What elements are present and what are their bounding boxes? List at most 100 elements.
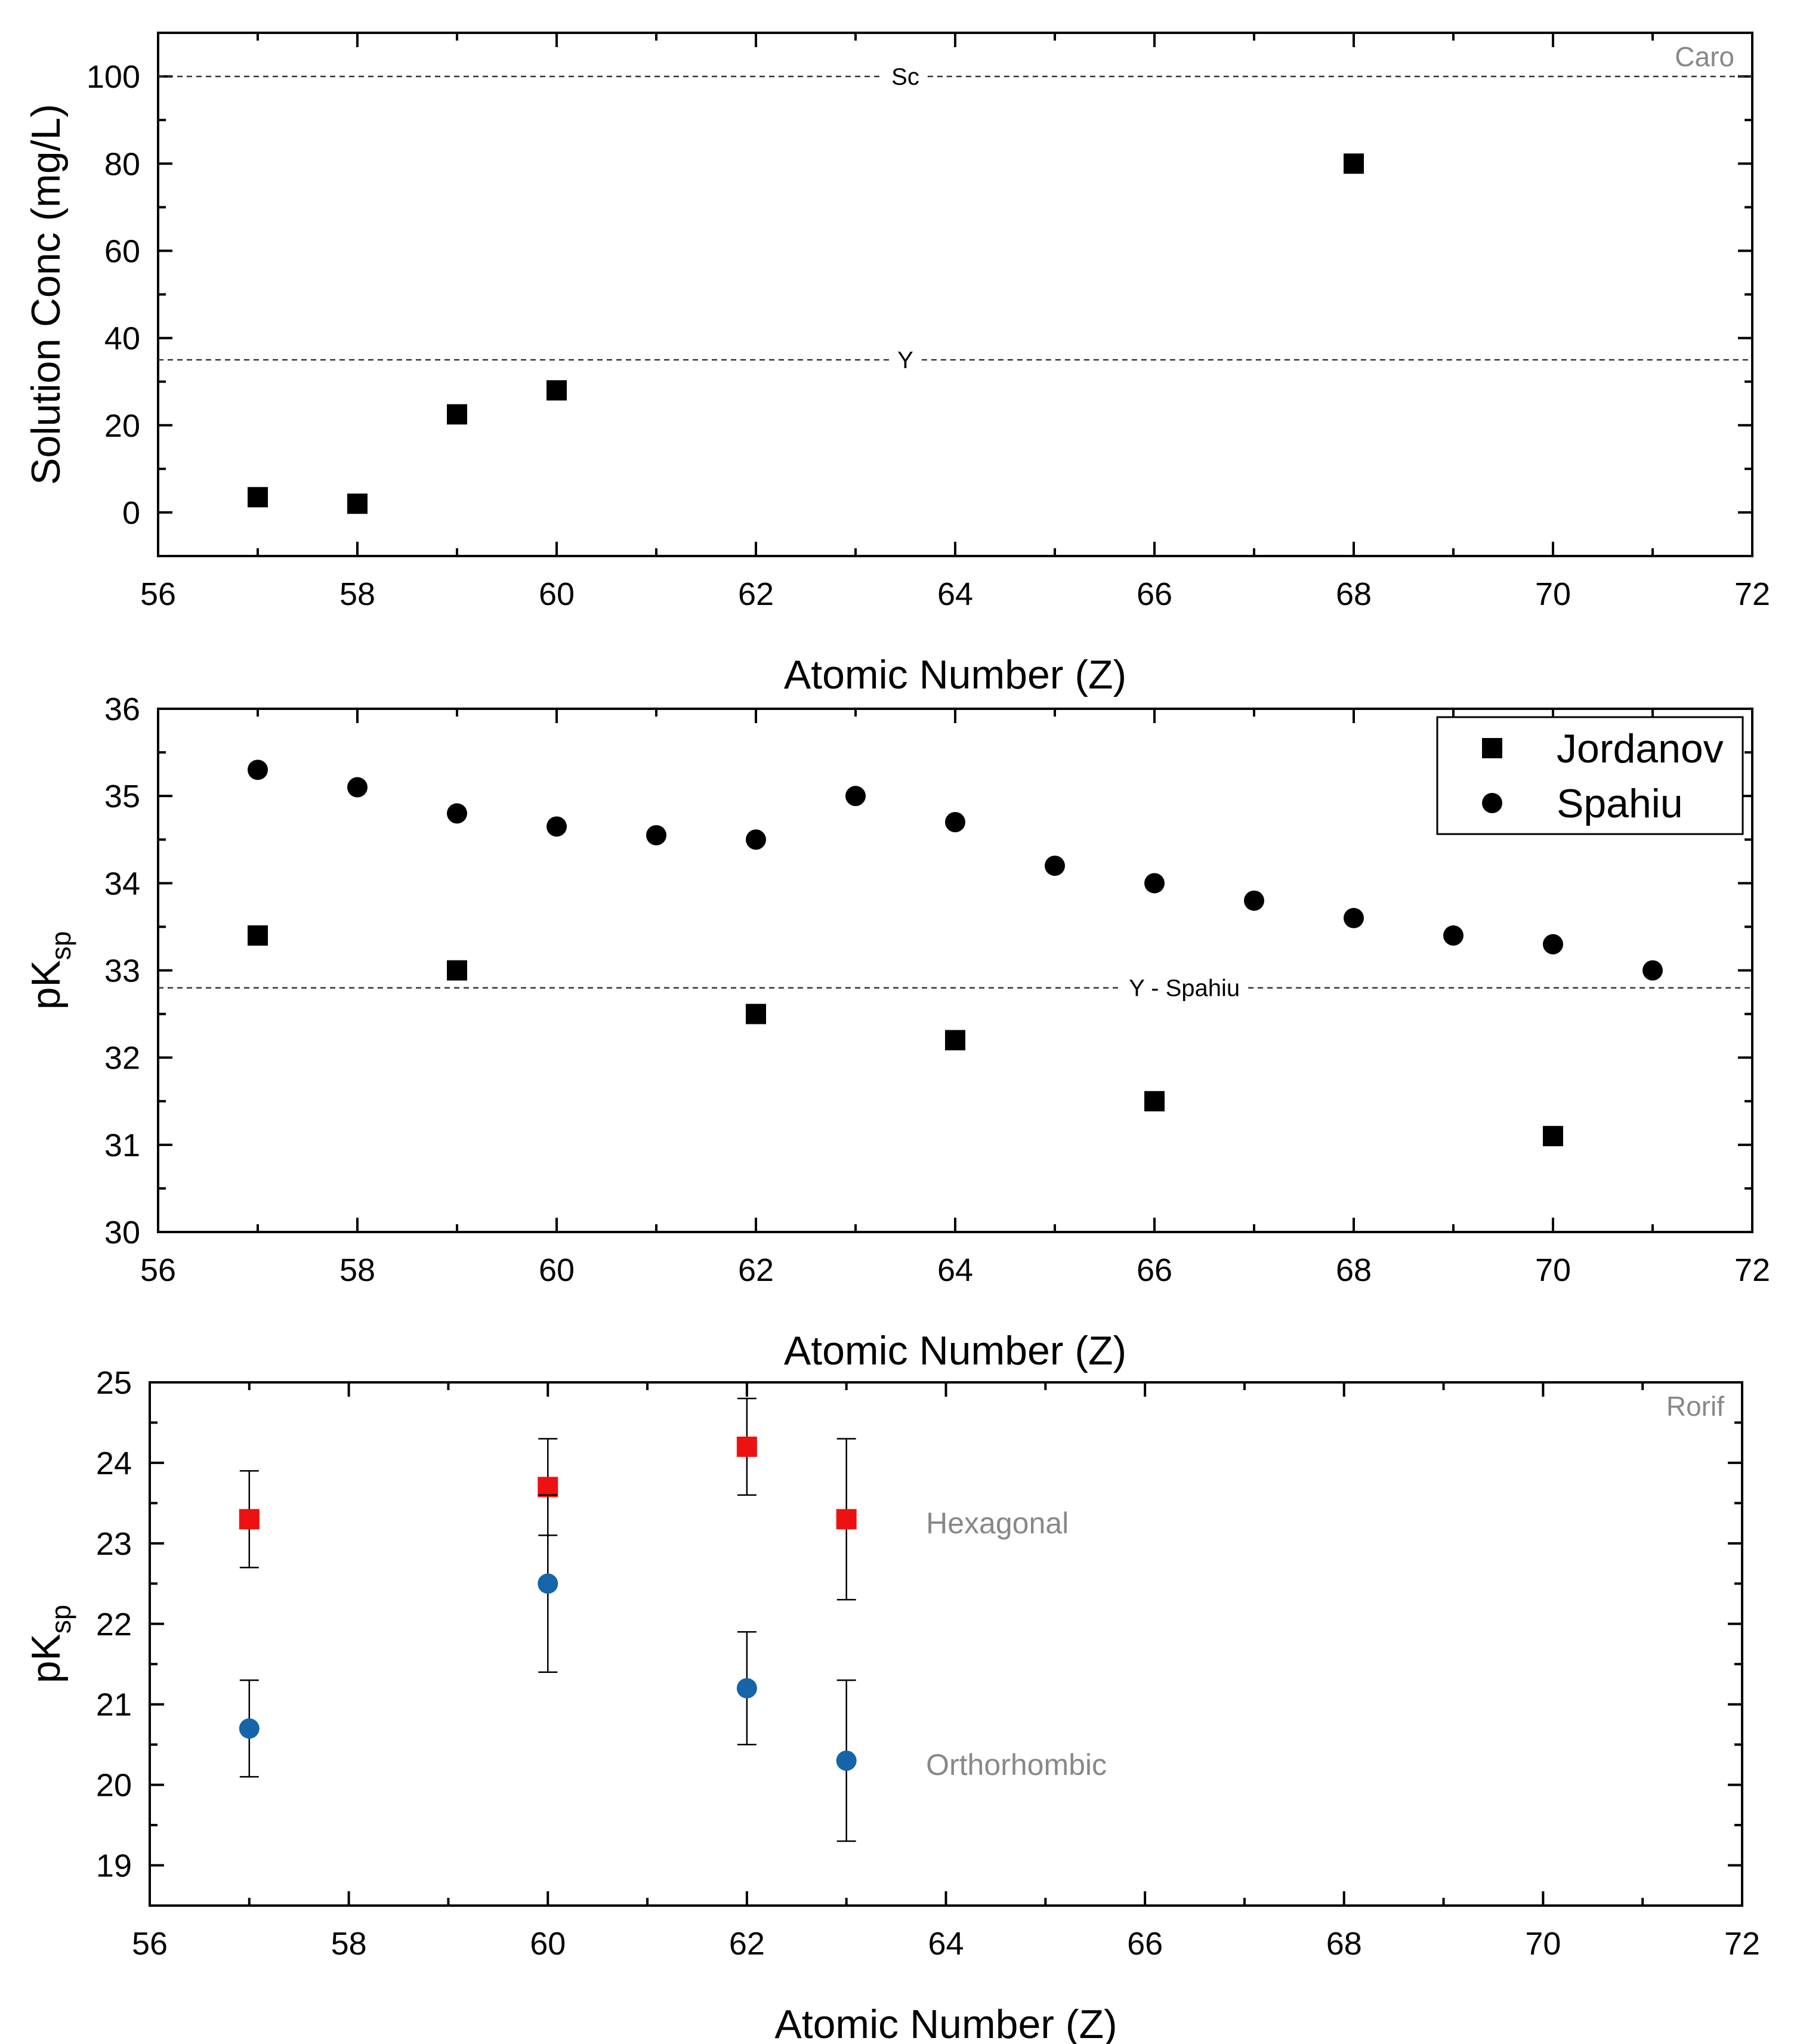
data-point-circle (347, 777, 368, 798)
y-tick-label: 30 (104, 1215, 140, 1251)
data-point-circle (736, 1678, 757, 1699)
legend-label: Jordanov (1557, 726, 1724, 771)
panel-pksp-hexagonal-orthorhombic: 56 58 60 62 64 66 68 70 72 19 20 21 22 23 24 25 Atomic N… (23, 1365, 1760, 2044)
x-tick-label: 72 (1734, 1252, 1770, 1288)
data-point-circle (646, 825, 666, 845)
y-axis-title: pKsp (23, 931, 76, 1010)
data-point-square (347, 493, 368, 514)
legend: Jordanov Spahiu (1436, 716, 1744, 835)
y-tick-label: 25 (96, 1365, 132, 1401)
y-tick-label: 22 (96, 1607, 132, 1642)
y-tick-label: 32 (104, 1040, 140, 1076)
x-tick-label: 64 (937, 576, 973, 612)
data-point-circle (547, 816, 567, 837)
x-tick-label: 58 (331, 1926, 367, 1962)
data-point-square (1144, 1091, 1165, 1111)
x-tick-label: 66 (1127, 1926, 1163, 1962)
data-point-square (248, 487, 268, 508)
x-tick-label: 62 (738, 1252, 774, 1288)
x-tick-label: 70 (1525, 1926, 1561, 1962)
x-axis-title: Atomic Number (Z) (784, 652, 1126, 697)
data-point-square (538, 1477, 558, 1498)
data-point-circle (836, 1750, 857, 1771)
data-point-circle (1443, 925, 1464, 946)
data-point-square (736, 1436, 757, 1457)
x-tick-label: 70 (1535, 576, 1571, 612)
data-point-circle (1543, 934, 1563, 955)
y-tick-label: 20 (104, 408, 140, 444)
data-point-circle (248, 759, 268, 780)
data-point-circle (538, 1573, 558, 1594)
series-annotation: Hexagonal (926, 1506, 1069, 1540)
data-point-square (1543, 1126, 1563, 1147)
y-axis-title: pKsp (23, 1605, 76, 1684)
legend-marker-circle (1482, 793, 1502, 813)
data-point-square (447, 404, 467, 425)
x-tick-label: 56 (140, 576, 176, 612)
y-tick-label: 40 (104, 321, 140, 357)
data-point-circle (239, 1718, 260, 1739)
legend-box (1436, 716, 1744, 835)
x-tick-label: 66 (1137, 1252, 1172, 1288)
x-axis-title: Atomic Number (Z) (784, 1328, 1126, 1373)
x-tick-label: 64 (928, 1926, 964, 1962)
plot-frame (149, 1381, 1743, 1907)
x-tick-label: 56 (132, 1926, 168, 1962)
corner-note: Rorif (1666, 1391, 1724, 1422)
panel-solution-concentration: 56 58 60 62 64 66 68 70 72 0 20 40 60 80 100 Atomic Num… (23, 32, 1770, 697)
y-tick-label: 31 (104, 1128, 140, 1163)
data-point-square (836, 1509, 857, 1530)
x-tick-label: 72 (1724, 1926, 1760, 1962)
x-tick-label: 64 (937, 1252, 973, 1288)
x-tick-label: 58 (339, 1252, 375, 1288)
y-tick-label: 33 (104, 953, 140, 989)
data-point-circle (746, 829, 766, 850)
data-point-square (447, 960, 467, 981)
x-tick-label: 62 (738, 576, 774, 612)
data-point-circle (1344, 907, 1364, 928)
data-point-square (1344, 153, 1364, 174)
x-tick-label: 72 (1734, 576, 1770, 612)
data-point-square (945, 1030, 965, 1051)
y-tick-label: 20 (96, 1768, 132, 1804)
y-tick-label: 34 (104, 866, 140, 901)
data-point-square (547, 380, 567, 401)
legend-marker-square (1482, 738, 1502, 758)
y-axis-title: Solution Conc (mg/L) (23, 104, 69, 485)
x-tick-label: 68 (1336, 576, 1372, 612)
y-tick-label: 23 (96, 1526, 132, 1562)
series-annotation: Orthorhombic (926, 1748, 1107, 1781)
y-tick-label: 60 (104, 233, 140, 269)
reference-line-label: Y (897, 347, 913, 373)
x-tick-label: 70 (1535, 1252, 1571, 1288)
legend-label: Spahiu (1557, 781, 1683, 826)
data-point-circle (1642, 960, 1663, 981)
x-tick-label: 68 (1326, 1926, 1362, 1962)
x-tick-label: 58 (339, 576, 375, 612)
panel-pksp-jordanov-spahiu: 56 58 60 62 64 66 68 70 72 30 31 32 33 34 35 36 Atomic N… (23, 691, 1770, 1373)
y-tick-label: 24 (96, 1446, 132, 1481)
x-tick-label: 62 (729, 1926, 765, 1962)
x-tick-label: 68 (1336, 1252, 1372, 1288)
data-point-circle (1244, 890, 1264, 911)
x-tick-label: 56 (140, 1252, 176, 1288)
y-tick-label: 19 (96, 1848, 132, 1884)
data-point-circle (1045, 856, 1065, 876)
x-tick-label: 60 (539, 576, 575, 612)
reference-line-label: Sc (891, 64, 919, 90)
data-point-circle (447, 803, 467, 824)
data-point-square (248, 925, 268, 946)
corner-note: Caro (1675, 41, 1734, 72)
data-point-circle (1144, 873, 1165, 894)
reference-line-label: Y - Spahiu (1129, 975, 1240, 1002)
y-tick-label: 36 (104, 691, 140, 727)
y-tick-label: 80 (104, 146, 140, 182)
x-tick-label: 60 (539, 1252, 575, 1288)
y-tick-label: 35 (104, 779, 140, 814)
y-tick-label: 100 (87, 59, 140, 95)
x-axis-title: Atomic Number (Z) (774, 2002, 1117, 2044)
data-point-circle (845, 786, 866, 807)
y-tick-label: 0 (122, 495, 140, 531)
data-point-square (746, 1004, 766, 1024)
